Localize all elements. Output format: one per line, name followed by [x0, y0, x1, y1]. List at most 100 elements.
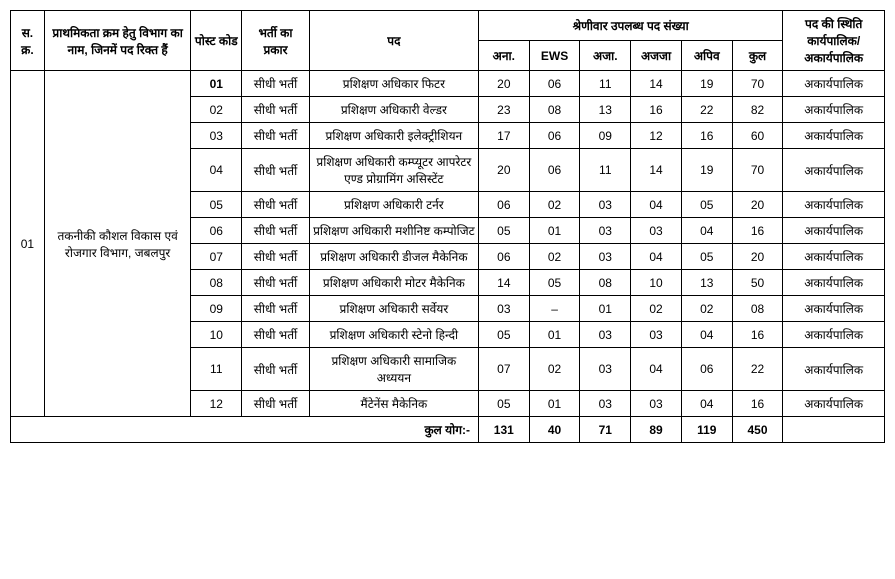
- cell-ana: 14: [478, 270, 529, 296]
- cell-post: प्रशिक्षण अधिकारी सर्वेयर: [309, 296, 478, 322]
- cell-ajja: 02: [631, 296, 682, 322]
- cell-ajja: 04: [631, 348, 682, 391]
- totals-label: कुल योग:-: [11, 417, 479, 443]
- cell-ajja: 03: [631, 322, 682, 348]
- cell-status: अकार्यपालिक: [783, 71, 885, 97]
- cell-ews: 06: [529, 123, 580, 149]
- cell-code: 12: [191, 391, 242, 417]
- cell-total: 70: [732, 71, 783, 97]
- cell-total: 82: [732, 97, 783, 123]
- cell-post: प्रशिक्षण अधिकारी मोटर मैकेनिक: [309, 270, 478, 296]
- cell-aja: 03: [580, 322, 631, 348]
- cell-ews: –: [529, 296, 580, 322]
- totals-total: 450: [732, 417, 783, 443]
- hdr-sr: स. क्र.: [11, 11, 45, 71]
- cell-status: अकार्यपालिक: [783, 348, 885, 391]
- cell-ews: 02: [529, 348, 580, 391]
- cell-ews: 02: [529, 192, 580, 218]
- cell-apiv: 02: [681, 296, 732, 322]
- cell-aja: 09: [580, 123, 631, 149]
- cell-post: प्रशिक्षण अधिकारी स्टेनो हिन्दी: [309, 322, 478, 348]
- cell-post: प्रशिक्षण अधिकारी मशीनिष्ट कम्पोजिट: [309, 218, 478, 244]
- cell-ajja: 14: [631, 149, 682, 192]
- cell-status: अकार्यपालिक: [783, 296, 885, 322]
- cell-total: 20: [732, 244, 783, 270]
- cell-ews: 06: [529, 149, 580, 192]
- cell-apiv: 13: [681, 270, 732, 296]
- cell-serial: 01: [11, 71, 45, 417]
- cell-total: 70: [732, 149, 783, 192]
- cell-ana: 07: [478, 348, 529, 391]
- hdr-aja: अजा.: [580, 41, 631, 71]
- totals-ajja: 89: [631, 417, 682, 443]
- cell-type: सीधी भर्ती: [242, 123, 310, 149]
- cell-apiv: 04: [681, 391, 732, 417]
- cell-type: सीधी भर्ती: [242, 296, 310, 322]
- cell-ews: 01: [529, 391, 580, 417]
- hdr-ajja: अजजा: [631, 41, 682, 71]
- cell-apiv: 04: [681, 322, 732, 348]
- cell-aja: 08: [580, 270, 631, 296]
- hdr-post: पद: [309, 11, 478, 71]
- hdr-total: कुल: [732, 41, 783, 71]
- cell-aja: 03: [580, 391, 631, 417]
- cell-post: प्रशिक्षण अधिकारी इलेक्ट्रीशियन: [309, 123, 478, 149]
- cell-post: प्रशिक्षण अधिकार फिटर: [309, 71, 478, 97]
- cell-type: सीधी भर्ती: [242, 270, 310, 296]
- totals-aja: 71: [580, 417, 631, 443]
- totals-ews: 40: [529, 417, 580, 443]
- cell-apiv: 06: [681, 348, 732, 391]
- cell-ana: 06: [478, 192, 529, 218]
- table-header: स. क्र. प्राथमिकता क्रम हेतु विभाग का ना…: [11, 11, 885, 71]
- recruitment-table: स. क्र. प्राथमिकता क्रम हेतु विभाग का ना…: [10, 10, 885, 443]
- hdr-ews: EWS: [529, 41, 580, 71]
- cell-code: 05: [191, 192, 242, 218]
- cell-status: अकार्यपालिक: [783, 244, 885, 270]
- cell-type: सीधी भर्ती: [242, 391, 310, 417]
- cell-ews: 05: [529, 270, 580, 296]
- cell-status: अकार्यपालिक: [783, 192, 885, 218]
- cell-ana: 20: [478, 71, 529, 97]
- hdr-dept: प्राथमिकता क्रम हेतु विभाग का नाम, जिनमे…: [44, 11, 191, 71]
- cell-ajja: 16: [631, 97, 682, 123]
- hdr-code: पोस्ट कोड: [191, 11, 242, 71]
- cell-code: 10: [191, 322, 242, 348]
- cell-ews: 01: [529, 322, 580, 348]
- cell-aja: 03: [580, 348, 631, 391]
- cell-apiv: 04: [681, 218, 732, 244]
- cell-type: सीधी भर्ती: [242, 348, 310, 391]
- cell-aja: 11: [580, 149, 631, 192]
- cell-ajja: 04: [631, 192, 682, 218]
- cell-ajja: 03: [631, 391, 682, 417]
- cell-total: 08: [732, 296, 783, 322]
- cell-aja: 01: [580, 296, 631, 322]
- cell-status: अकार्यपालिक: [783, 218, 885, 244]
- cell-code: 07: [191, 244, 242, 270]
- cell-post: प्रशिक्षण अधिकारी डीजल मैकेनिक: [309, 244, 478, 270]
- cell-apiv: 05: [681, 244, 732, 270]
- cell-ana: 20: [478, 149, 529, 192]
- cell-ajja: 10: [631, 270, 682, 296]
- cell-status: अकार्यपालिक: [783, 270, 885, 296]
- cell-aja: 03: [580, 244, 631, 270]
- cell-code: 11: [191, 348, 242, 391]
- cell-code: 04: [191, 149, 242, 192]
- table-row: 01तकनीकी कौशल विकास एवं रोजगार विभाग, जब…: [11, 71, 885, 97]
- cell-ana: 17: [478, 123, 529, 149]
- cell-status: अकार्यपालिक: [783, 123, 885, 149]
- cell-ana: 05: [478, 218, 529, 244]
- cell-aja: 13: [580, 97, 631, 123]
- cell-apiv: 19: [681, 149, 732, 192]
- cell-type: सीधी भर्ती: [242, 71, 310, 97]
- totals-status: [783, 417, 885, 443]
- cell-total: 16: [732, 218, 783, 244]
- cell-ews: 08: [529, 97, 580, 123]
- cell-type: सीधी भर्ती: [242, 244, 310, 270]
- cell-aja: 11: [580, 71, 631, 97]
- cell-post: प्रशिक्षण अधिकारी टर्नर: [309, 192, 478, 218]
- cell-post: प्रशिक्षण अधिकारी वेल्डर: [309, 97, 478, 123]
- cell-apiv: 16: [681, 123, 732, 149]
- cell-code: 06: [191, 218, 242, 244]
- cell-total: 16: [732, 322, 783, 348]
- totals-ana: 131: [478, 417, 529, 443]
